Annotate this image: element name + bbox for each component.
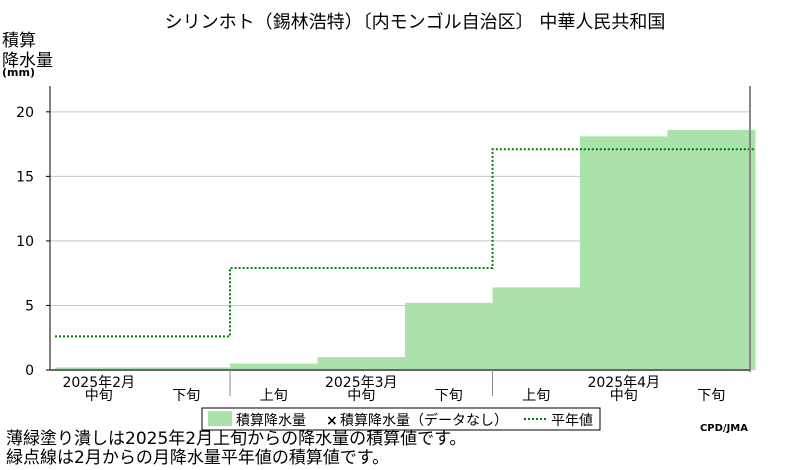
precip-bar bbox=[667, 129, 756, 370]
y-tick-label: 20 bbox=[16, 105, 34, 121]
y-tick-label: 15 bbox=[16, 169, 34, 185]
cumulative-precipitation-bars bbox=[55, 129, 756, 370]
x-month-label: 2025年4月 bbox=[587, 375, 660, 391]
y-axis-label-line: 降水量 bbox=[2, 51, 53, 71]
x-month-label: 2025年3月 bbox=[325, 375, 398, 391]
footnote-fill: 薄緑塗り潰しは2025年2月上旬からの降水量の積算値です。 bbox=[6, 429, 467, 449]
y-axis-label-line: 積算 bbox=[2, 31, 36, 51]
chart-title: シリンホト（錫林浩特）〔内モンゴル自治区〕 中華人民共和国 bbox=[165, 12, 666, 33]
legend-label: 平年値 bbox=[551, 413, 593, 429]
legend-box-symbol bbox=[208, 411, 232, 426]
plot-frame bbox=[49, 86, 751, 372]
x-month-label: 2025年2月 bbox=[62, 375, 135, 391]
y-tick-label: 0 bbox=[25, 363, 34, 379]
legend-box bbox=[201, 407, 601, 431]
normal-step-line bbox=[55, 148, 755, 338]
precip-bar bbox=[580, 136, 668, 370]
x-period-label: 上旬 bbox=[522, 388, 550, 404]
footnote-dotted: 緑点線は2月からの月降水量平年値の積算値です。 bbox=[6, 448, 390, 468]
normal-value-step-line bbox=[55, 148, 755, 338]
y-tick-label: 10 bbox=[16, 234, 34, 250]
legend-x-symbol: × bbox=[326, 413, 338, 429]
legend-label: 積算降水量（データなし） bbox=[340, 412, 508, 429]
precip-bar bbox=[55, 367, 143, 370]
y-tick-label: 5 bbox=[25, 298, 34, 314]
x-period-label: 中旬 bbox=[347, 388, 375, 404]
x-period-label: 下旬 bbox=[172, 388, 200, 404]
y-tick-labels: 0 5 10 15 20 bbox=[16, 105, 50, 379]
x-period-label: 上旬 bbox=[260, 388, 288, 404]
x-axis-labels: 中旬 下旬 上旬 中旬 下旬 上旬 中旬 下旬 2025年2月 2025年3月 2025年4月 bbox=[62, 370, 725, 404]
precip-bar bbox=[405, 302, 493, 370]
legend-label: 積算降水量 bbox=[236, 413, 306, 429]
precip-bar bbox=[142, 367, 231, 370]
precip-bar bbox=[317, 357, 406, 370]
x-period-label: 中旬 bbox=[85, 388, 113, 404]
legend: 積算降水量 × 積算降水量（データなし） 平年値 bbox=[201, 407, 601, 431]
precip-bar bbox=[492, 287, 581, 370]
x-period-label: 中旬 bbox=[610, 388, 638, 404]
footnotes: 薄緑塗り潰しは2025年2月上旬からの降水量の積算値です。 緑点線は2月からの月… bbox=[6, 430, 466, 468]
precip-bar bbox=[230, 363, 318, 370]
credit-label: CPD/JMA bbox=[700, 423, 748, 434]
y-axis-label-line: (mm) bbox=[2, 66, 35, 79]
x-period-label: 下旬 bbox=[435, 388, 463, 404]
y-axis-label: 積算降水量(mm) bbox=[2, 31, 53, 79]
x-period-label: 下旬 bbox=[697, 388, 725, 404]
